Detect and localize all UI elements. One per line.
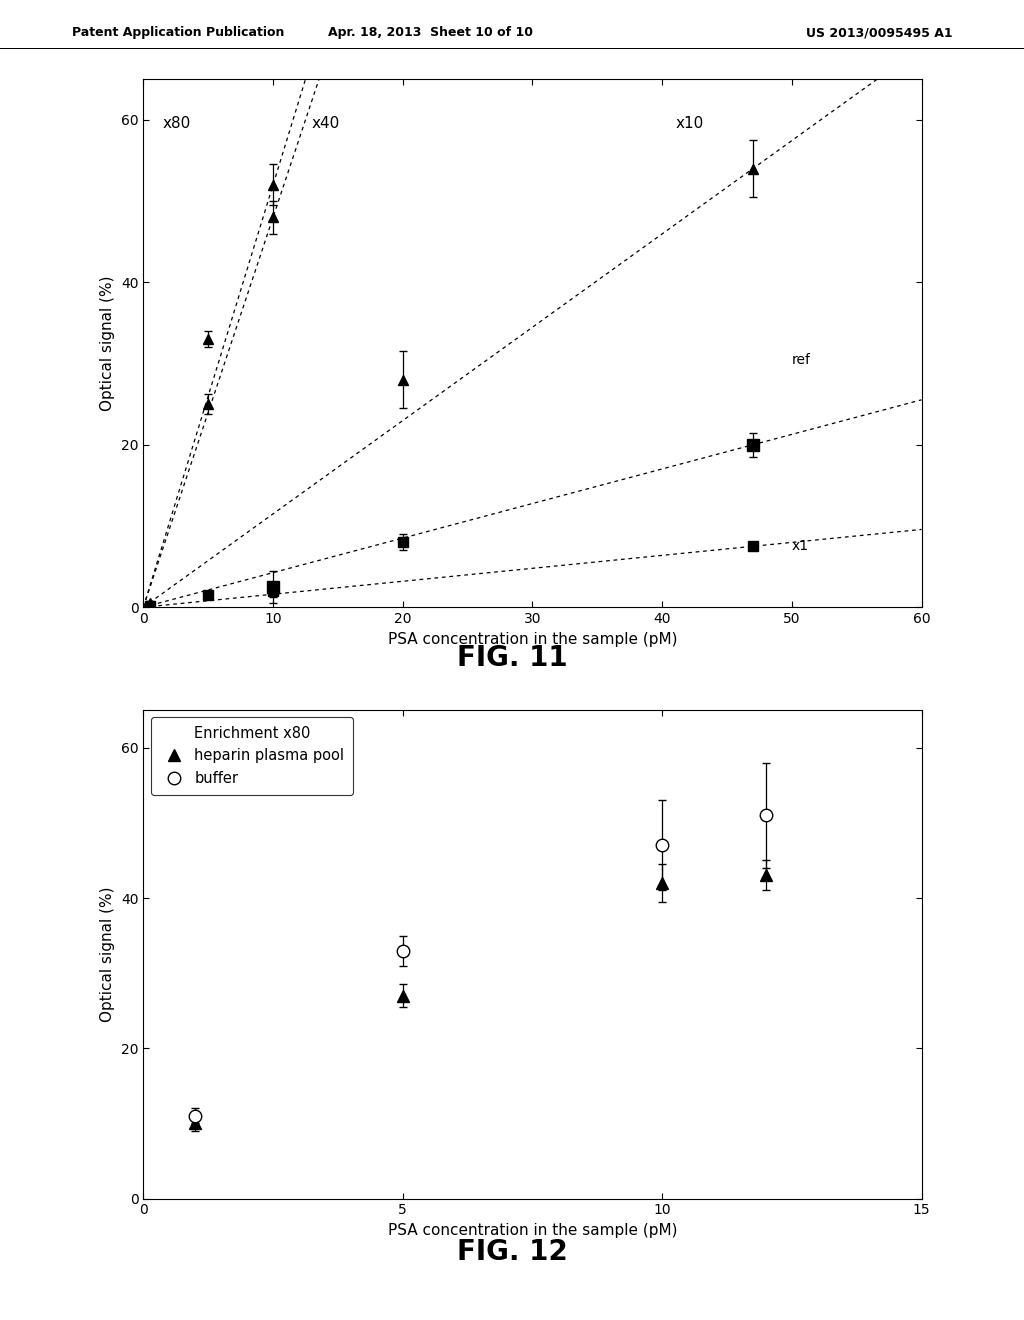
- X-axis label: PSA concentration in the sample (pM): PSA concentration in the sample (pM): [388, 631, 677, 647]
- Text: Apr. 18, 2013  Sheet 10 of 10: Apr. 18, 2013 Sheet 10 of 10: [328, 26, 532, 40]
- X-axis label: PSA concentration in the sample (pM): PSA concentration in the sample (pM): [388, 1222, 677, 1238]
- Text: Patent Application Publication: Patent Application Publication: [72, 26, 284, 40]
- Text: x40: x40: [312, 116, 340, 131]
- Legend: heparin plasma pool, buffer: heparin plasma pool, buffer: [151, 718, 353, 795]
- Text: FIG. 11: FIG. 11: [457, 644, 567, 672]
- Text: x80: x80: [163, 116, 191, 131]
- Text: FIG. 12: FIG. 12: [457, 1238, 567, 1266]
- Y-axis label: Optical signal (%): Optical signal (%): [100, 887, 116, 1022]
- Text: x1: x1: [792, 540, 809, 553]
- Text: ref: ref: [792, 352, 811, 367]
- Y-axis label: Optical signal (%): Optical signal (%): [100, 276, 116, 411]
- Text: x10: x10: [675, 116, 703, 131]
- Text: US 2013/0095495 A1: US 2013/0095495 A1: [806, 26, 952, 40]
